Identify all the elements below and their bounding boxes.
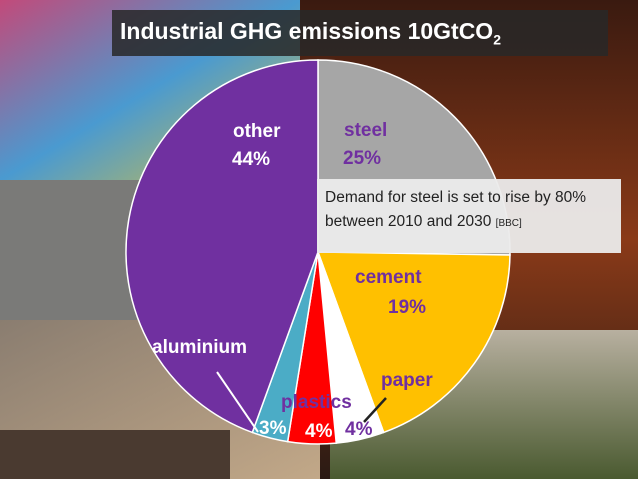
annotation-text: Demand for steel is set to rise by 80% b… — [325, 186, 621, 236]
label-paper-value: 4% — [345, 419, 373, 440]
annotation-body: Demand for steel is set to rise by 80% b… — [325, 189, 587, 230]
label-aluminium-value: 3% — [259, 418, 287, 439]
chart-title: Industrial GHG emissions 10GtCO2 — [120, 18, 501, 48]
label-cement-value: 19% — [388, 297, 427, 318]
title-text: Industrial GHG emissions 10GtCO — [120, 18, 494, 44]
label-cement-name: cement — [355, 267, 422, 288]
annotation-background — [317, 179, 621, 253]
pie-slice-cement — [316, 251, 511, 434]
label-other-name: other — [233, 121, 281, 142]
pie-slice-other — [125, 59, 319, 434]
label-steel-name: steel — [344, 120, 388, 141]
label-paper-name: paper — [381, 370, 433, 391]
title-background — [112, 10, 608, 56]
title-subscript: 2 — [493, 31, 501, 48]
label-plastics-value: 4% — [305, 421, 333, 442]
label-aluminium-name: aluminium — [152, 337, 248, 358]
label-steel-value: 25% — [343, 148, 382, 169]
annotation-source: [BBC] — [495, 218, 522, 229]
label-other-value: 44% — [232, 149, 271, 170]
label-plastics-name: plastics — [281, 392, 352, 413]
